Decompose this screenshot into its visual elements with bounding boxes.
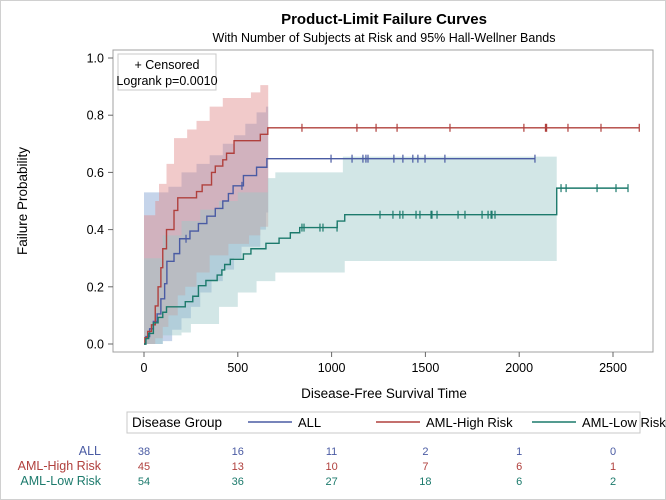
logrank-label: Logrank p=0.0010 — [116, 74, 217, 88]
confidence-band-aml-low-risk — [144, 156, 557, 344]
x-axis-label: Disease-Free Survival Time — [301, 386, 467, 401]
legend-title: Disease Group — [132, 415, 222, 430]
y-tick-label: 0.0 — [87, 338, 104, 352]
at-risk-count: 38 — [138, 446, 150, 458]
x-tick-label: 500 — [227, 361, 248, 375]
legend: Disease Group ALL AML-High Risk AML-Low Ri… — [126, 411, 666, 434]
x-tick-label: 2000 — [505, 361, 533, 375]
at-risk-count: 10 — [325, 461, 337, 473]
confidence-band-aml-high-risk — [144, 85, 269, 345]
y-tick-label: 0.2 — [87, 280, 104, 294]
chart-title: Product-Limit Failure Curves — [281, 11, 487, 28]
y-tick-label: 1.0 — [87, 52, 104, 66]
at-risk-count: 1 — [516, 446, 522, 458]
at-risk-count: 18 — [419, 476, 431, 488]
at-risk-row-label-aml-high-risk: AML-High Risk — [18, 459, 102, 473]
failure-curve-aml-low-risk — [144, 187, 629, 345]
at-risk-count: 0 — [610, 446, 616, 458]
at-risk-count: 54 — [138, 476, 150, 488]
x-tick-label: 0 — [141, 361, 148, 375]
at-risk-count: 7 — [422, 461, 428, 473]
legend-label-aml-high-risk: AML-High Risk — [426, 415, 513, 430]
x-tick-label: 1000 — [318, 361, 346, 375]
at-risk-count: 6 — [516, 476, 522, 488]
plot-area-frame — [112, 49, 654, 353]
legend-label-aml-low-risk: AML-Low Risk — [582, 415, 666, 430]
at-risk-count: 1 — [610, 461, 616, 473]
at-risk-row-label-all: ALL — [79, 444, 101, 458]
y-axis-label: Failure Probability — [15, 147, 30, 255]
at-risk-count: 2 — [610, 476, 616, 488]
at-risk-count: 45 — [138, 461, 150, 473]
censored-label: + Censored — [135, 58, 200, 72]
at-risk-count: 2 — [422, 446, 428, 458]
at-risk-count: 6 — [516, 461, 522, 473]
at-risk-count: 11 — [326, 446, 337, 458]
at-risk-count: 36 — [232, 476, 244, 488]
legend-label-all: ALL — [298, 415, 321, 430]
at-risk-count: 16 — [232, 446, 244, 458]
chart-subtitle: With Number of Subjects at Risk and 95% … — [213, 31, 556, 45]
inset-box: + Censored Logrank p=0.0010 — [116, 53, 218, 91]
x-tick-label: 2500 — [599, 361, 627, 375]
at-risk-count: 27 — [325, 476, 337, 488]
y-tick-label: 0.8 — [87, 109, 104, 123]
y-tick-label: 0.4 — [87, 223, 104, 237]
at-risk-row-label-aml-low-risk: AML-Low Risk — [20, 474, 101, 488]
at-risk-count: 13 — [232, 461, 244, 473]
confidence-band-all — [144, 106, 269, 345]
y-tick-label: 0.6 — [87, 166, 104, 180]
x-tick-label: 1500 — [411, 361, 439, 375]
